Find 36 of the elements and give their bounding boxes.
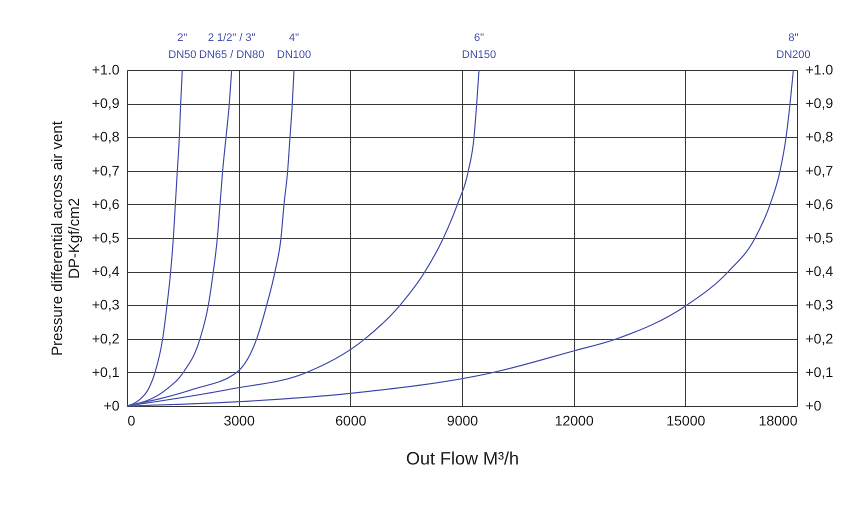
x-tick-label: 3000 [224, 412, 255, 428]
y-tick-label: +0,3 [92, 296, 120, 313]
x-tick-label: 9000 [446, 412, 478, 428]
y2-tick-label: +1.0 [806, 62, 834, 78]
y2-tick-label: +0,3 [806, 296, 834, 313]
y-tick-label: +0,5 [92, 230, 120, 246]
series-label: 2" DN50 [168, 32, 196, 61]
y2-tick-label: +0,9 [806, 95, 834, 112]
x-tick-label: 15000 [666, 412, 706, 428]
y2-tick-label: +0,8 [806, 128, 834, 145]
series-label: 8" DN200 [776, 32, 811, 61]
y2-tick-label: +0,4 [806, 263, 834, 280]
y-tick-label: +0,8 [92, 128, 120, 145]
y-tick-label: +0,1 [92, 364, 120, 380]
y2-tick-label: +0,2 [806, 330, 834, 346]
y2-tick-label: +0,5 [806, 230, 834, 246]
y2-tick-label: +0,1 [806, 364, 834, 380]
x-axis-title: Out Flow M³/h [406, 448, 520, 468]
y-tick-label: +1.0 [92, 62, 120, 78]
x-tick-label: 18000 [758, 412, 798, 428]
x-tick-label: 6000 [335, 412, 367, 428]
y-axis-title: Pressure differential across air vent DP-Kgf/cm2 [48, 120, 83, 356]
y-tick-label: +0,6 [92, 196, 120, 212]
y2-tick-label: +0,6 [806, 196, 834, 212]
text: 2 1/2" / 3" DN65 / DN80 [198, 32, 264, 61]
series-label: 6" DN150 [462, 32, 496, 61]
y-tick-label: +0,7 [92, 162, 120, 178]
y-tick-label: +0,4 [92, 263, 120, 280]
y2-tick-label: +0 [806, 398, 822, 414]
series-label: 4" DN100 [276, 32, 312, 61]
y2-tick-label: +0,7 [806, 162, 834, 178]
x-tick-label: 12000 [554, 412, 594, 428]
y-tick-label: +0,9 [92, 95, 120, 112]
y-tick-label: +0 [104, 398, 120, 414]
y-tick-label: +0,2 [92, 330, 120, 346]
x-tick-label: 0 [128, 412, 136, 428]
